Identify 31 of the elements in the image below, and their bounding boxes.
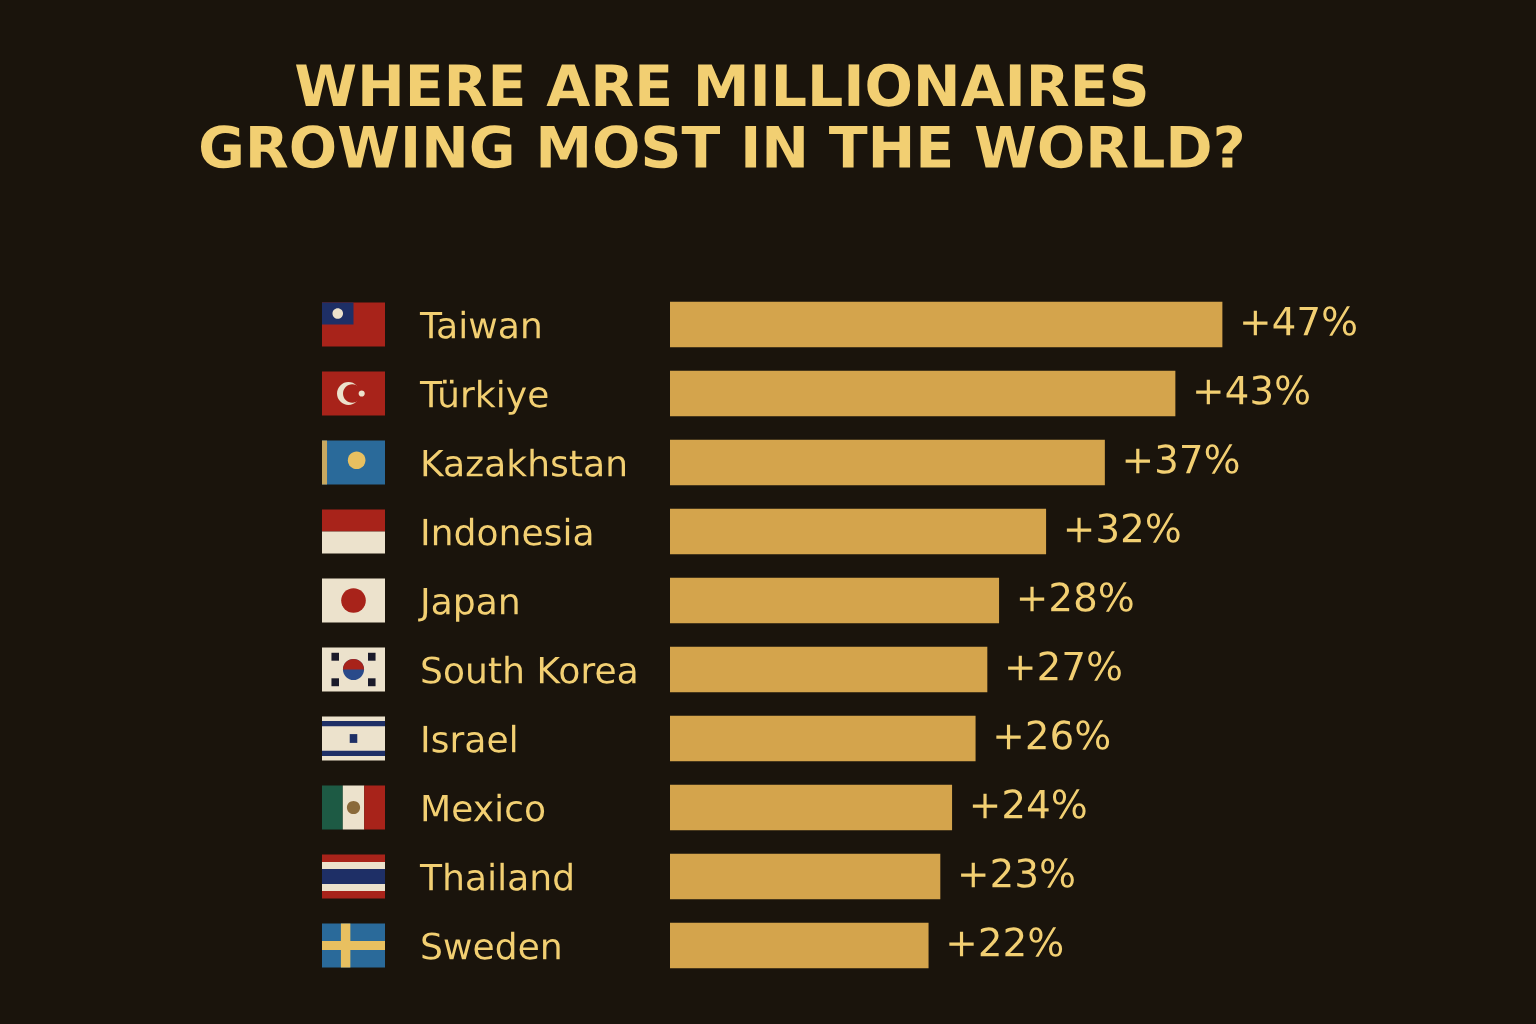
bar [670, 439, 1105, 486]
data-label: +26% [996, 720, 1110, 750]
bar [670, 922, 929, 969]
chart-title: WHERE ARE MILLIONAIRES GROWING MOST IN THE WORLD? [201, 63, 1242, 169]
y-tick-label: Taiwan [419, 310, 540, 339]
y-tick-label: Israel [423, 724, 516, 753]
data-label: +28% [1019, 582, 1133, 612]
y-tick-label: Thailand [419, 862, 572, 891]
bar [670, 853, 941, 900]
y-tick-label: Mexico [423, 793, 545, 822]
y-tick-label: South Korea [422, 655, 636, 684]
data-label: +22% [949, 927, 1063, 957]
bar [670, 508, 1047, 555]
data-label: +24% [972, 789, 1086, 819]
data-label: +27% [1008, 651, 1121, 681]
data-label: +43% [1196, 375, 1309, 405]
data-label: +47% [1243, 306, 1356, 336]
bar [670, 646, 988, 693]
y-tick-label: Indonesia [423, 517, 592, 546]
bar [670, 784, 953, 831]
data-label: +32% [1066, 513, 1180, 543]
data-label: +23% [961, 858, 1074, 888]
bar [670, 577, 1000, 624]
bar [670, 370, 1176, 417]
y-tick-label: Japan [418, 587, 518, 622]
bar [670, 715, 976, 762]
data-label: +37% [1125, 444, 1239, 474]
bar [670, 301, 1223, 348]
y-tick-label: Kazakhstan [423, 448, 625, 477]
y-tick-label: Türkiye [419, 379, 548, 415]
y-tick-label: Sweden [422, 931, 560, 960]
